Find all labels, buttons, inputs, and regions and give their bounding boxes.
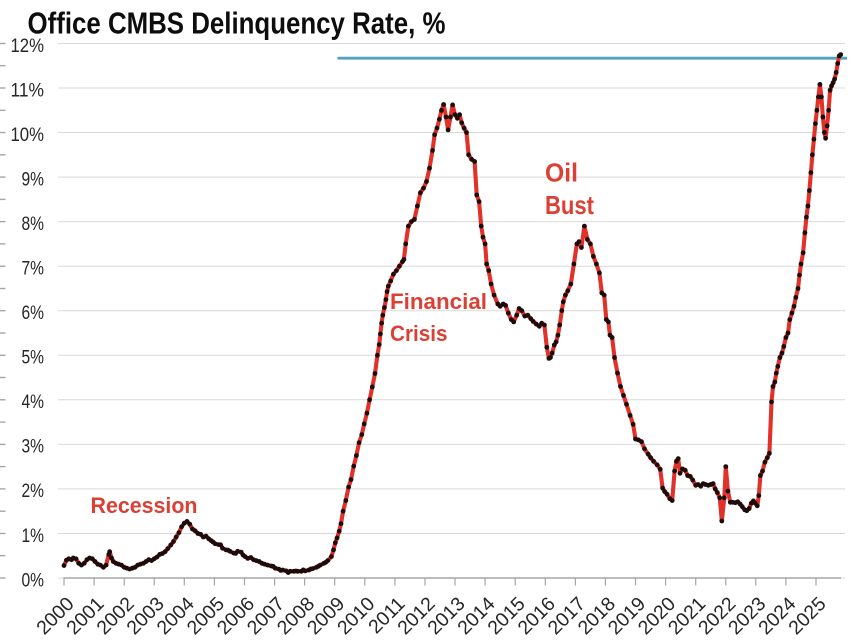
svg-text:10%: 10% — [11, 124, 45, 146]
svg-text:8%: 8% — [22, 213, 45, 235]
svg-text:5%: 5% — [22, 347, 45, 369]
svg-text:3%: 3% — [22, 436, 45, 458]
svg-text:1%: 1% — [22, 525, 45, 547]
svg-text:Crisis: Crisis — [390, 321, 448, 346]
svg-text:7%: 7% — [22, 258, 45, 280]
svg-text:Oil: Oil — [545, 158, 578, 188]
svg-text:6%: 6% — [22, 302, 45, 324]
svg-text:12%: 12% — [11, 35, 45, 57]
svg-text:Bust: Bust — [545, 190, 594, 220]
svg-text:4%: 4% — [22, 391, 45, 413]
svg-text:Office CMBS Delinquency Rate,: Office CMBS Delinquency Rate, % — [28, 6, 446, 41]
svg-text:Financial: Financial — [390, 289, 487, 314]
svg-text:2%: 2% — [22, 480, 45, 502]
svg-text:9%: 9% — [22, 168, 45, 190]
svg-text:0%: 0% — [22, 569, 45, 591]
svg-text:Recession: Recession — [91, 493, 198, 518]
svg-text:11%: 11% — [11, 79, 45, 101]
